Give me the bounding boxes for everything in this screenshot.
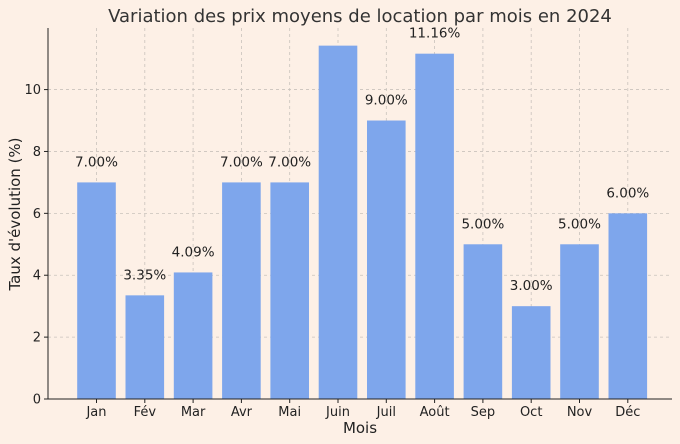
x-tick-label: Juil xyxy=(376,405,396,420)
data-label: 7.00% xyxy=(75,154,118,170)
bar-10 xyxy=(511,306,551,399)
data-label: 7.00% xyxy=(268,154,311,170)
x-axis-label: Mois xyxy=(343,419,377,437)
bar-9 xyxy=(463,244,503,399)
data-label: 3.35% xyxy=(123,267,166,283)
x-tick-label: Août xyxy=(420,405,450,420)
bar-6 xyxy=(318,45,358,399)
bar-2 xyxy=(125,295,165,399)
x-tick-label: Sep xyxy=(471,405,496,420)
y-tick-label: 8 xyxy=(33,145,41,160)
bar-8 xyxy=(415,53,454,399)
bar-5 xyxy=(270,182,309,399)
y-tick-label: 0 xyxy=(33,393,41,408)
bars xyxy=(77,45,648,399)
bar-1 xyxy=(77,182,116,399)
data-label: 5.00% xyxy=(558,216,601,232)
bar-4 xyxy=(222,182,261,399)
bar-7 xyxy=(367,120,406,399)
data-label: 11.16% xyxy=(409,26,461,42)
x-tick-label: Mai xyxy=(278,405,301,420)
data-label: 3.00% xyxy=(510,278,553,294)
bar-11 xyxy=(560,244,599,399)
data-label: 7.00% xyxy=(220,154,263,170)
data-label: 4.09% xyxy=(172,244,215,260)
x-tick-label: Fév xyxy=(134,405,157,420)
y-tick-label: 10 xyxy=(24,83,41,98)
x-tick-label: Mar xyxy=(181,405,206,420)
y-tick-label: 6 xyxy=(33,207,41,222)
x-tick-label: Avr xyxy=(231,405,253,420)
data-labels: 7.00% 3.35% 4.09% 7.00% 7.00% 9.00% 11.16% 5.00… xyxy=(75,26,649,294)
x-tick-label: Déc xyxy=(615,405,640,420)
data-label: 5.00% xyxy=(461,216,504,232)
data-label: 6.00% xyxy=(606,185,649,201)
data-label: 9.00% xyxy=(365,93,408,109)
x-tick-label: Nov xyxy=(567,405,593,420)
y-tick-label: 2 xyxy=(33,331,41,346)
y-axis-label: Taux d'évolution (%) xyxy=(6,137,24,291)
bar-12 xyxy=(608,213,648,399)
x-tick-label: Jan xyxy=(85,405,106,420)
x-tick-label: Oct xyxy=(520,405,542,420)
x-tick-label: Juin xyxy=(325,405,350,420)
chart-title: Variation des prix moyens de location pa… xyxy=(108,6,612,27)
axes: 0 2 4 6 8 10 Jan Fév Mar Avr Mai Juin Juil Août Sep Oct… xyxy=(24,28,672,420)
y-tick-label: 4 xyxy=(33,269,41,284)
bar-3 xyxy=(173,272,213,399)
